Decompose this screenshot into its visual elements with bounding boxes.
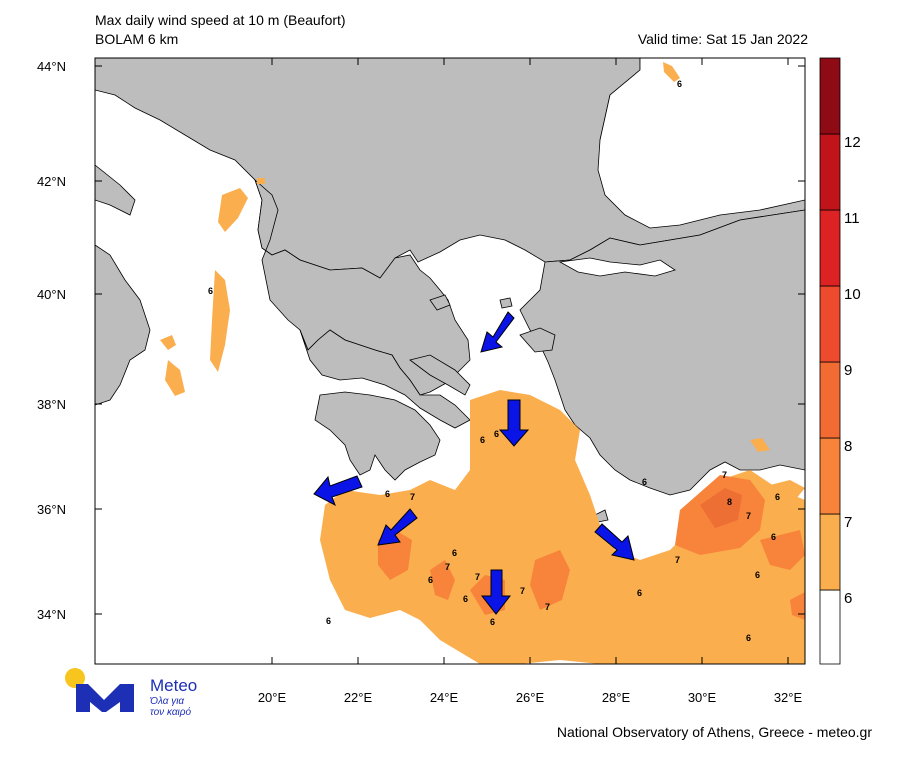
- wind-arrow: [594, 523, 635, 561]
- meteo-logo: [65, 668, 134, 712]
- contour-label: 6: [480, 435, 485, 445]
- lon-label: 24°E: [430, 690, 459, 705]
- lat-label: 38°N: [37, 397, 66, 412]
- lon-label: 20°E: [258, 690, 287, 705]
- wind-arrow: [377, 508, 418, 546]
- lon-labels: 20°E 22°E 24°E 26°E 28°E 30°E 32°E: [258, 690, 803, 705]
- contour-label: 6: [642, 477, 647, 487]
- colorbar-label: 10: [844, 286, 861, 303]
- lat-ticks: [95, 65, 805, 615]
- contour-label: 6: [208, 286, 213, 296]
- contour-label: 7: [445, 562, 450, 572]
- logo-name: Meteo: [150, 676, 198, 695]
- colorbar-label: 12: [844, 134, 861, 151]
- lat-labels: 44°N 42°N 40°N 38°N 36°N 34°N: [37, 59, 66, 622]
- map-title: Max daily wind speed at 10 m (Beaufort): [95, 12, 346, 28]
- colorbar-label: 8: [844, 438, 852, 455]
- contour-label: 6: [746, 633, 751, 643]
- lon-label: 28°E: [602, 690, 631, 705]
- colorbar: [819, 57, 841, 665]
- lat-label: 34°N: [37, 607, 66, 622]
- colorbar-swatch: [819, 285, 841, 363]
- colorbar-swatch: [819, 437, 841, 515]
- lon-label: 30°E: [688, 690, 717, 705]
- colorbar-label: 7: [844, 514, 852, 531]
- contour-label: 6: [677, 79, 682, 89]
- logo-tagline: τον καιρό: [150, 707, 192, 718]
- contour-label: 6: [326, 616, 331, 626]
- model-label: BOLAM 6 km: [95, 31, 179, 47]
- lon-label: 26°E: [516, 690, 545, 705]
- contour-labels: 6 6 6 6 6 7 6 7 6 6 7 6 6 7 7 6 7 7 8 7 …: [208, 79, 780, 643]
- contour-label: 6: [771, 532, 776, 542]
- lat-label: 40°N: [37, 287, 66, 302]
- lat-label: 36°N: [37, 502, 66, 517]
- contour-label: 6: [428, 575, 433, 585]
- contour-label: 6: [637, 588, 642, 598]
- wind-arrow: [498, 399, 530, 447]
- colorbar-swatch: [819, 513, 841, 591]
- contour-label: 6: [775, 492, 780, 502]
- contour-label: 7: [475, 572, 480, 582]
- colorbar-label: 9: [844, 362, 852, 379]
- lat-label: 42°N: [37, 174, 66, 189]
- contour-label: 6: [494, 429, 499, 439]
- contour-label: 6: [452, 548, 457, 558]
- contour-label: 6: [490, 617, 495, 627]
- logo-mark: [76, 684, 134, 712]
- lat-label: 44°N: [37, 59, 66, 74]
- logo-tagline: Όλα για: [150, 696, 185, 707]
- contour-label: 6: [463, 594, 468, 604]
- wind-arrows: [313, 311, 635, 615]
- contour-label: 8: [727, 497, 732, 507]
- colorbar-swatch: [819, 209, 841, 287]
- credit-text: National Observatory of Athens, Greece -…: [556, 724, 872, 740]
- contour-label: 7: [722, 470, 727, 480]
- landmass: [95, 58, 805, 646]
- contour-label: 7: [675, 555, 680, 565]
- valid-time: Valid time: Sat 15 Jan 2022: [637, 31, 808, 47]
- contour-label: 6: [755, 570, 760, 580]
- colorbar-labels: 12 11 10 9 8 7 6: [844, 134, 861, 607]
- lon-ticks: [271, 58, 789, 664]
- colorbar-swatch: [819, 57, 841, 135]
- wind-arrow: [313, 475, 363, 507]
- lon-label: 32°E: [774, 690, 803, 705]
- contour-label: 7: [410, 492, 415, 502]
- wind-arrow: [480, 311, 515, 353]
- colorbar-label: 11: [844, 210, 860, 227]
- sun-icon: [65, 668, 85, 688]
- contour-label: 6: [385, 489, 390, 499]
- map-frame: [94, 57, 806, 665]
- colorbar-swatch: [819, 589, 841, 665]
- colorbar-swatch: [819, 133, 841, 211]
- contour-label: 7: [746, 511, 751, 521]
- colorbar-label: 6: [844, 590, 852, 607]
- lon-label: 22°E: [344, 690, 373, 705]
- colorbar-swatch: [819, 361, 841, 439]
- wind-arrow: [480, 569, 512, 615]
- contour-label: 7: [545, 602, 550, 612]
- contour-label: 7: [520, 586, 525, 596]
